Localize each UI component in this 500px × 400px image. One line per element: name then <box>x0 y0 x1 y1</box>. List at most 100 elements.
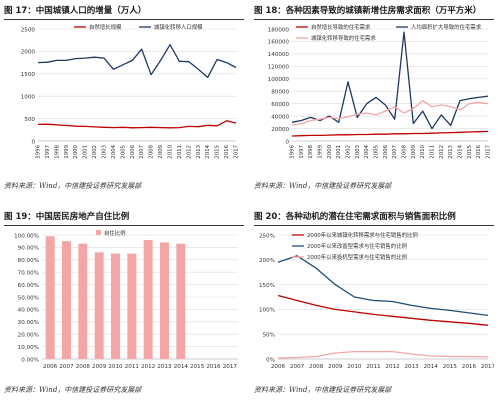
y-tick-label: 0 <box>285 139 289 145</box>
y-tick-label: 50.00% <box>18 295 39 301</box>
bar <box>143 239 153 359</box>
x-tick-label: 2006 <box>43 364 58 370</box>
bar <box>111 253 120 359</box>
x-tick-label: 2002 <box>346 145 352 159</box>
source-note: 资料来源：Wind，中信建投证券研究发展部 <box>254 386 392 394</box>
x-tick-label: 2009 <box>92 364 107 370</box>
bar <box>127 253 137 359</box>
series-line <box>277 350 489 359</box>
chart-housing-demand: 0 20000 40000 60000 80000 100000 120000 140000 1… <box>268 23 492 159</box>
x-tick-label: 2017 <box>234 145 240 159</box>
x-tick-label: 2003 <box>355 145 361 159</box>
y-tick-label: 20000 <box>271 127 289 133</box>
x-tick-label: 2002 <box>92 145 98 159</box>
y-tick-label: 40.00% <box>18 308 39 314</box>
x-tick-label: 2013 <box>196 145 202 159</box>
chart-title: 图 18：各种因素导致的城镇新增住房需求面积（万平方米） <box>254 6 482 16</box>
chart-title: 图 20：各种动机的潜在住宅需求面积与销售面积比例 <box>254 212 456 222</box>
bar <box>62 241 71 359</box>
x-tick-label: 2004 <box>111 144 117 158</box>
y-tick-label: 120000 <box>268 65 290 71</box>
chart-title: 图 17：中国城镇人口的增量（万人） <box>4 6 147 16</box>
panel-owner-occupancy: 图 19：中国居民房地产自住比例 0.00% 10.00% 20.00% 30.00%… <box>4 210 244 400</box>
y-tick-label: 0 <box>31 139 35 145</box>
x-tick-label: 2001 <box>336 145 342 159</box>
x-tick-label: 2016 <box>224 144 230 158</box>
series-line <box>277 255 489 317</box>
x-tick-label: 2000 <box>73 144 79 158</box>
x-tick-label: 2001 <box>83 145 89 159</box>
x-tick-label: 2015 <box>215 145 221 159</box>
y-tick-label: 1500 <box>21 72 36 78</box>
series-line <box>277 294 489 326</box>
x-tick-label: 2003 <box>102 145 108 159</box>
source-note: 资料来源：Wind，中信建投证券研究发展部 <box>4 386 142 394</box>
title-divider <box>4 225 244 226</box>
legend-label: 自然增长导致的住宅需求 <box>311 23 371 31</box>
series-line <box>37 120 237 129</box>
x-tick-label: 2007 <box>290 364 305 370</box>
legend-swatch <box>96 230 101 235</box>
x-tick-label: 2011 <box>366 364 381 370</box>
y-tick-label: 60.00% <box>18 283 39 289</box>
y-tick-label: 100% <box>259 308 275 314</box>
legend-label: 2000年以来改善型需求与住宅销售的比例 <box>307 242 407 250</box>
x-tick-label: 2010 <box>168 144 174 158</box>
legend-label: 自住比例 <box>104 229 126 237</box>
x-tick-label: 2015 <box>190 364 205 370</box>
y-tick-label: 10.00% <box>18 345 39 351</box>
x-tick-label: 2010 <box>347 364 362 370</box>
title-divider <box>4 19 244 20</box>
y-tick-label: 80000 <box>271 90 289 96</box>
y-tick-label: 180000 <box>268 27 290 33</box>
x-tick-label: 2008 <box>149 144 155 158</box>
legend-label: 2000年以来投机型需求与住宅销售的比例 <box>307 253 407 261</box>
legend-label: 城镇化转移导致的住宅需求 <box>311 34 376 42</box>
legend-label: 2000年以来城镇化转移需求与住宅销售的比例 <box>307 231 418 239</box>
x-tick-label: 2013 <box>157 364 172 370</box>
x-tick-label: 2014 <box>458 144 464 158</box>
legend-label: 自然增长规模 <box>89 23 122 31</box>
x-tick-label: 2014 <box>205 144 211 158</box>
x-tick-label: 2006 <box>383 144 389 158</box>
x-tick-label: 2007 <box>59 364 74 370</box>
x-tick-label: 2010 <box>108 364 123 370</box>
bar <box>78 243 88 359</box>
x-tick-label: 2013 <box>448 145 454 159</box>
x-tick-label: 2012 <box>385 364 399 370</box>
x-tick-label: 2016 <box>462 364 477 370</box>
panel-demand-sales-ratio: 图 20：各种动机的潜在住宅需求面积与销售面积比例 0% 50% 100% 150% 2… <box>254 210 494 400</box>
series-line <box>291 99 489 126</box>
x-tick-label: 1997 <box>45 145 51 159</box>
x-tick-label: 2016 <box>206 364 221 370</box>
title-divider <box>254 225 494 226</box>
panel-urban-population: 图 17：中国城镇人口的增量（万人） 0 500 1000 1500 2000 2500 1… <box>4 4 244 194</box>
x-tick-label: 2014 <box>424 364 439 370</box>
x-tick-label: 2015 <box>467 145 473 159</box>
x-tick-label: 2007 <box>392 145 398 159</box>
legend-label: 人均面积扩大导致的住宅需求 <box>411 23 482 31</box>
y-tick-label: 60000 <box>271 102 289 108</box>
x-tick-label: 2009 <box>411 144 417 158</box>
y-tick-label: 70.00% <box>18 271 39 277</box>
chart-title: 图 19：中国居民房地产自住比例 <box>4 212 130 222</box>
y-tick-label: 40000 <box>271 114 289 120</box>
x-tick-label: 2000 <box>327 144 333 158</box>
y-tick-label: 50% <box>263 333 275 339</box>
x-tick-label: 2004 <box>364 144 370 158</box>
x-tick-label: 1997 <box>299 145 305 159</box>
x-tick-label: 2011 <box>430 145 436 159</box>
x-tick-label: 2017 <box>223 364 238 370</box>
x-tick-label: 2017 <box>486 145 492 159</box>
x-tick-label: 2006 <box>271 364 286 370</box>
y-tick-label: 0.00% <box>21 357 39 363</box>
x-tick-label: 2008 <box>402 144 408 158</box>
bar <box>176 243 186 359</box>
x-tick-label: 2012 <box>186 145 192 159</box>
y-tick-label: 2500 <box>21 27 36 33</box>
x-tick-label: 1998 <box>54 144 60 158</box>
source-note: 资料来源：Wind，中信建投证券研究发展部 <box>254 182 392 190</box>
y-tick-label: 500 <box>24 117 35 123</box>
series-line <box>37 44 237 79</box>
